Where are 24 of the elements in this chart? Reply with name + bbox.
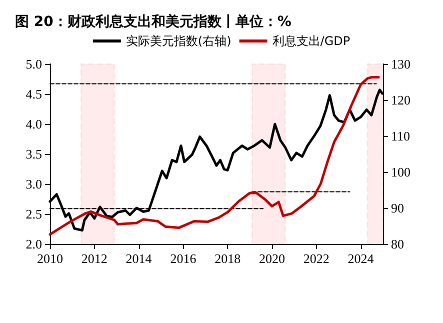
- x-tick-label: 2012: [81, 251, 108, 266]
- y-tick-label: 4.0: [26, 116, 42, 132]
- x-tick-label: 2020: [259, 251, 285, 266]
- y-tick-label: 3.5: [26, 146, 42, 162]
- x-tick-label: 2010: [37, 251, 63, 266]
- legend-label: 实际美元指数(右轴): [126, 34, 232, 48]
- y-tick-label: 2.0: [26, 236, 42, 252]
- chart-title: 图 20：财政利息支出和美元指数丨单位：%: [15, 13, 292, 30]
- x-tick-label: 2018: [214, 251, 241, 266]
- y-tick-label: 3.0: [26, 176, 42, 192]
- y2-tick-label: 100: [391, 164, 410, 180]
- y-tick-label: 4.5: [26, 86, 42, 102]
- y2-tick-label: 120: [391, 92, 410, 108]
- x-tick-label: 2022: [303, 251, 330, 266]
- legend-label: 利息支出/GDP: [272, 34, 350, 48]
- y2-tick-label: 110: [391, 128, 410, 144]
- x-tick-label: 2016: [170, 251, 197, 266]
- x-tick-label: 2014: [126, 251, 152, 266]
- y-tick-label: 5.0: [26, 56, 42, 72]
- y2-tick-label: 90: [391, 200, 404, 216]
- y2-tick-label: 130: [391, 56, 410, 72]
- x-tick-label: 2024: [348, 251, 374, 266]
- y-tick-label: 2.5: [26, 206, 42, 222]
- y2-tick-label: 80: [391, 236, 404, 252]
